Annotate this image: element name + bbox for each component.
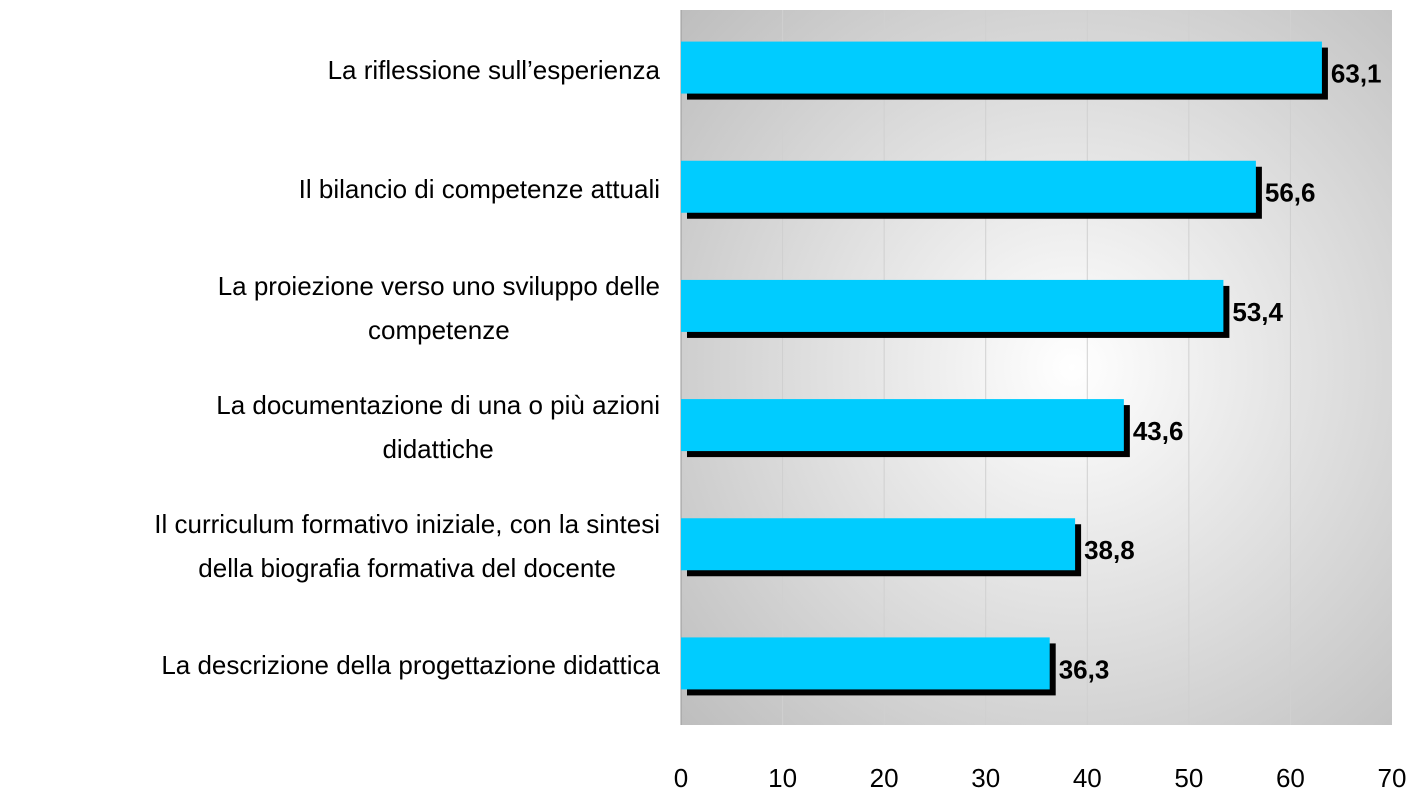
bar <box>681 41 1322 94</box>
x-tick-label: 70 <box>1378 763 1407 793</box>
data-label: 36,3 <box>1059 654 1110 684</box>
data-label: 56,6 <box>1265 178 1316 208</box>
data-label: 38,8 <box>1084 535 1135 565</box>
bar <box>681 518 1076 571</box>
x-tick-label: 10 <box>768 763 797 793</box>
y-tick-label: La descrizione della progettazione didat… <box>161 650 660 681</box>
x-tick-label: 50 <box>1174 763 1203 793</box>
x-tick-label: 20 <box>870 763 899 793</box>
bar <box>681 399 1124 452</box>
x-tick-label: 0 <box>674 763 688 793</box>
y-tick-label: La riflessione sull’esperienza <box>327 54 660 85</box>
x-tick-label: 40 <box>1073 763 1102 793</box>
x-tick-label: 60 <box>1276 763 1305 793</box>
plot-area <box>681 10 1392 725</box>
y-tick-label: La proiezione verso uno sviluppo delle c… <box>217 270 660 345</box>
bar <box>681 160 1256 213</box>
bar <box>681 637 1050 690</box>
data-label: 63,1 <box>1331 58 1382 88</box>
y-tick-label: Il bilancio di competenze attuali <box>298 173 660 204</box>
y-tick-label: La documentazione di una o più azioni di… <box>216 390 660 465</box>
x-tick-label: 30 <box>971 763 1000 793</box>
y-tick-label: Il curriculum formativo iniziale, con la… <box>154 509 660 584</box>
bar <box>681 279 1224 332</box>
data-label: 53,4 <box>1232 297 1283 327</box>
data-label: 43,6 <box>1133 416 1184 446</box>
